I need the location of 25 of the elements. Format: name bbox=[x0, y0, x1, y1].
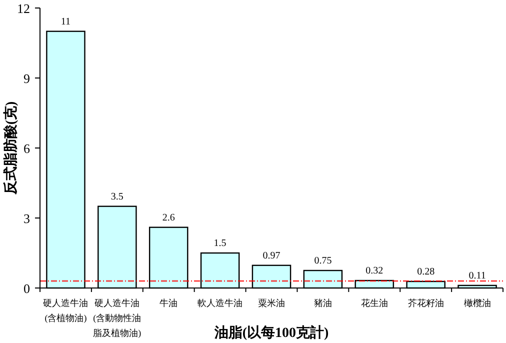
y-tick-label: 12 bbox=[17, 1, 30, 16]
y-tick-label: 6 bbox=[24, 141, 30, 156]
data-label: 0.11 bbox=[468, 270, 486, 282]
data-label: 0.32 bbox=[366, 266, 384, 277]
data-label: 11 bbox=[60, 16, 71, 28]
data-label: 1.5 bbox=[214, 238, 226, 249]
x-tick-label: 硬人造牛油(含動物性油脂及植物油) bbox=[93, 298, 142, 338]
x-tick-label: 軟人造牛油 bbox=[198, 298, 243, 308]
x-tick-label: 牛油 bbox=[160, 298, 178, 308]
x-tick-label: 橄欖油 bbox=[464, 298, 491, 308]
y-tick-label: 0 bbox=[24, 281, 30, 296]
y-tick-label: 9 bbox=[24, 71, 30, 86]
data-label: 0.97 bbox=[262, 250, 280, 262]
x-tick-label: 硬人造牛油(含植物油) bbox=[43, 298, 88, 323]
data-label: 0.75 bbox=[314, 256, 332, 266]
y-tick-label: 3 bbox=[24, 211, 30, 226]
data-label: 0.28 bbox=[417, 266, 435, 278]
x-tick-label: 芥花籽油 bbox=[408, 298, 444, 308]
data-label: 3.5 bbox=[110, 191, 124, 202]
x-tick-label: 豬油 bbox=[314, 298, 332, 308]
x-tick-label: 花生油 bbox=[360, 298, 388, 308]
x-axis-title: 油脂(以每100克計) bbox=[213, 325, 329, 341]
data-label: 2.6 bbox=[162, 212, 175, 224]
y-axis-title: 反式脂肪酸(克) bbox=[2, 101, 19, 196]
x-tick-label: 粟米油 bbox=[258, 298, 285, 308]
